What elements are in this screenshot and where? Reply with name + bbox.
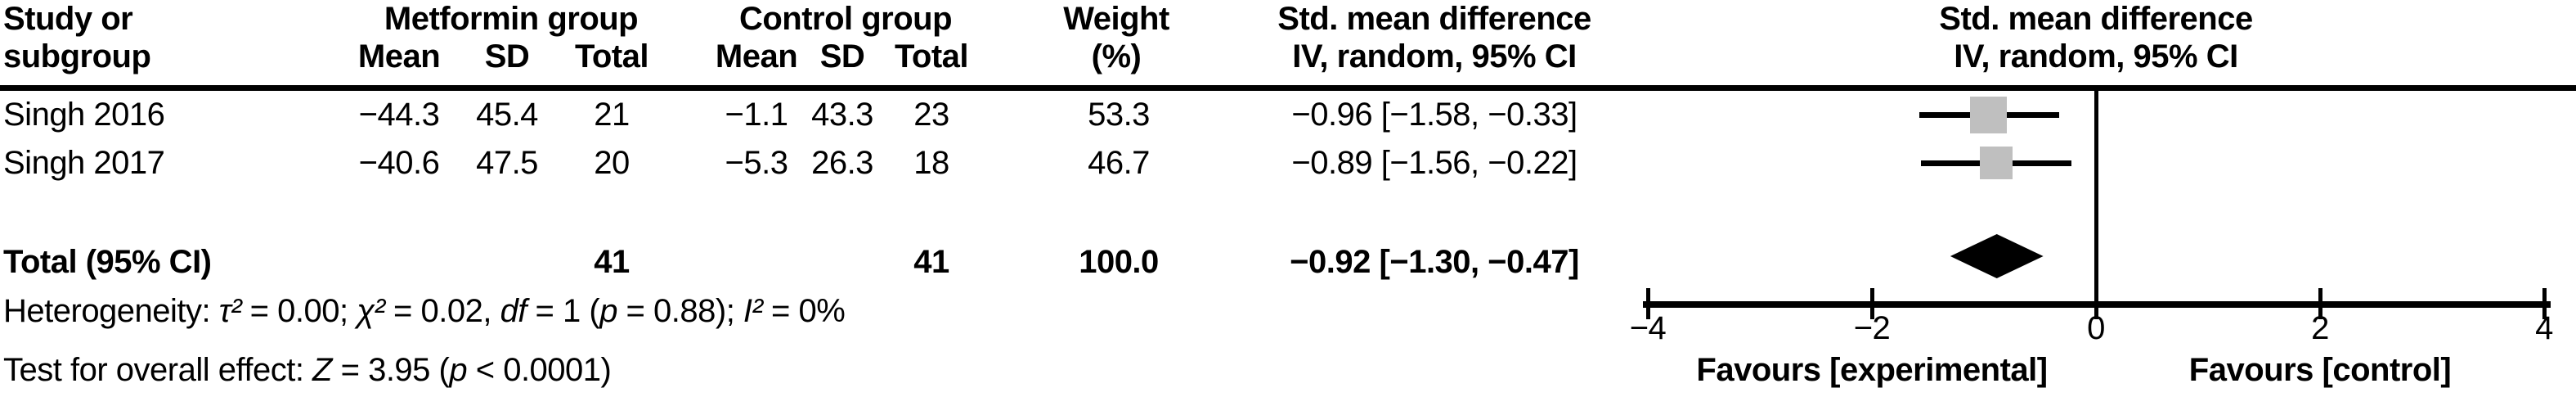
- col-header-control-group: Control group: [738, 1, 953, 37]
- table-row: Singh 2017 −40.6 47.5 20 −5.3 26.3 18 46…: [0, 144, 2576, 182]
- metformin-sd: 45.4: [476, 97, 538, 133]
- metformin-total: 21: [594, 97, 630, 133]
- overall-effect-line: Test for overall effect: Z = 3.95 (p < 0…: [3, 350, 612, 390]
- weight-total: 100.0: [1079, 244, 1159, 280]
- col-header-effect-line2: IV, random, 95% CI: [1292, 38, 1577, 74]
- axis-tick: [2318, 288, 2322, 319]
- forest-square: [1969, 96, 2007, 133]
- heterogeneity-text: Heterogeneity:: [3, 293, 219, 329]
- metformin-total-sum: 41: [594, 244, 630, 280]
- heterogeneity-text: = 0%: [762, 293, 846, 329]
- axis-tick: [1645, 288, 1650, 319]
- total-label: Total (95% CI): [3, 244, 212, 280]
- study-name: Singh 2016: [3, 97, 165, 133]
- control-sd: 26.3: [811, 145, 873, 181]
- col-header-study-line1: Study or: [3, 1, 133, 37]
- favours-control-label: Favours [control]: [2188, 352, 2452, 388]
- heterogeneity-text: = 0.88);: [617, 293, 743, 329]
- control-mean: −1.1: [725, 97, 788, 133]
- control-total: 23: [913, 97, 949, 133]
- col-header-sd1: SD: [484, 38, 530, 74]
- col-header-study-line2: subgroup: [3, 38, 151, 74]
- col-header-mean1: Mean: [357, 38, 441, 74]
- effect-ci-text: −0.96 [−1.58, −0.33]: [1291, 97, 1577, 133]
- col-header-sd2: SD: [819, 38, 865, 74]
- heterogeneity-line: Heterogeneity: τ² = 0.00; χ² = 0.02, df …: [3, 291, 846, 331]
- weight-value: 53.3: [1088, 97, 1150, 133]
- axis-tick-label: −4: [1629, 310, 1667, 346]
- metformin-total: 20: [594, 145, 630, 181]
- plot-header-line1: Std. mean difference: [1939, 1, 2253, 37]
- zero-effect-line: [2094, 91, 2098, 308]
- study-name: Singh 2017: [3, 145, 165, 181]
- col-header-weight-pct: (%): [1091, 38, 1142, 74]
- weight-value: 46.7: [1088, 145, 1150, 181]
- chi-squared: χ²: [357, 293, 385, 329]
- forest-square: [1980, 147, 2013, 179]
- effect-ci-total-text: −0.92 [−1.30, −0.47]: [1290, 244, 1579, 280]
- axis-tick-label: 0: [2087, 310, 2105, 346]
- heterogeneity-text: = 1 (: [526, 293, 600, 329]
- tau-squared: τ²: [218, 293, 242, 329]
- metformin-mean: −44.3: [358, 97, 440, 133]
- axis-tick: [1869, 288, 1874, 319]
- total-row: Total (95% CI) 41 41 100.0 −0.92 [−1.30,…: [0, 243, 2576, 281]
- p-label: p: [599, 293, 617, 329]
- effect-ci-text: −0.89 [−1.56, −0.22]: [1291, 145, 1577, 181]
- overall-effect-text: Test for overall effect:: [3, 352, 313, 388]
- col-header-mean2: Mean: [715, 38, 798, 74]
- col-header-effect-line1: Std. mean difference: [1277, 1, 1591, 37]
- control-mean: −5.3: [725, 145, 788, 181]
- axis-tick-label: 4: [2535, 310, 2553, 346]
- heterogeneity-text: = 0.00;: [241, 293, 357, 329]
- p-label: p: [449, 352, 468, 388]
- header-divider-rule: [0, 85, 2576, 91]
- overall-effect-text: < 0.0001): [467, 352, 612, 388]
- z-label: Z: [312, 352, 332, 388]
- favours-experimental-label: Favours [experimental]: [1696, 352, 2048, 388]
- col-header-total1: Total: [574, 38, 649, 74]
- control-total-sum: 41: [913, 244, 949, 280]
- df-label: df: [500, 293, 527, 329]
- table-row: Singh 2016 −44.3 45.4 21 −1.1 43.3 23 53…: [0, 96, 2576, 133]
- control-sd: 43.3: [811, 97, 873, 133]
- heterogeneity-text: = 0.02,: [384, 293, 500, 329]
- axis-tick: [2542, 288, 2547, 319]
- metformin-sd: 47.5: [476, 145, 538, 181]
- i-squared-label: I²: [743, 293, 763, 329]
- overall-effect-text: = 3.95 (: [331, 352, 450, 388]
- axis-tick-label: 2: [2311, 310, 2329, 346]
- axis-tick-label: −2: [1853, 310, 1891, 346]
- control-total: 18: [913, 145, 949, 181]
- metformin-mean: −40.6: [358, 145, 440, 181]
- col-header-weight: Weight: [1063, 1, 1169, 37]
- col-header-metformin-group: Metformin group: [384, 1, 639, 37]
- plot-header-line2: IV, random, 95% CI: [1954, 38, 2238, 74]
- col-header-total2: Total: [894, 38, 969, 74]
- axis-tick: [2094, 288, 2098, 319]
